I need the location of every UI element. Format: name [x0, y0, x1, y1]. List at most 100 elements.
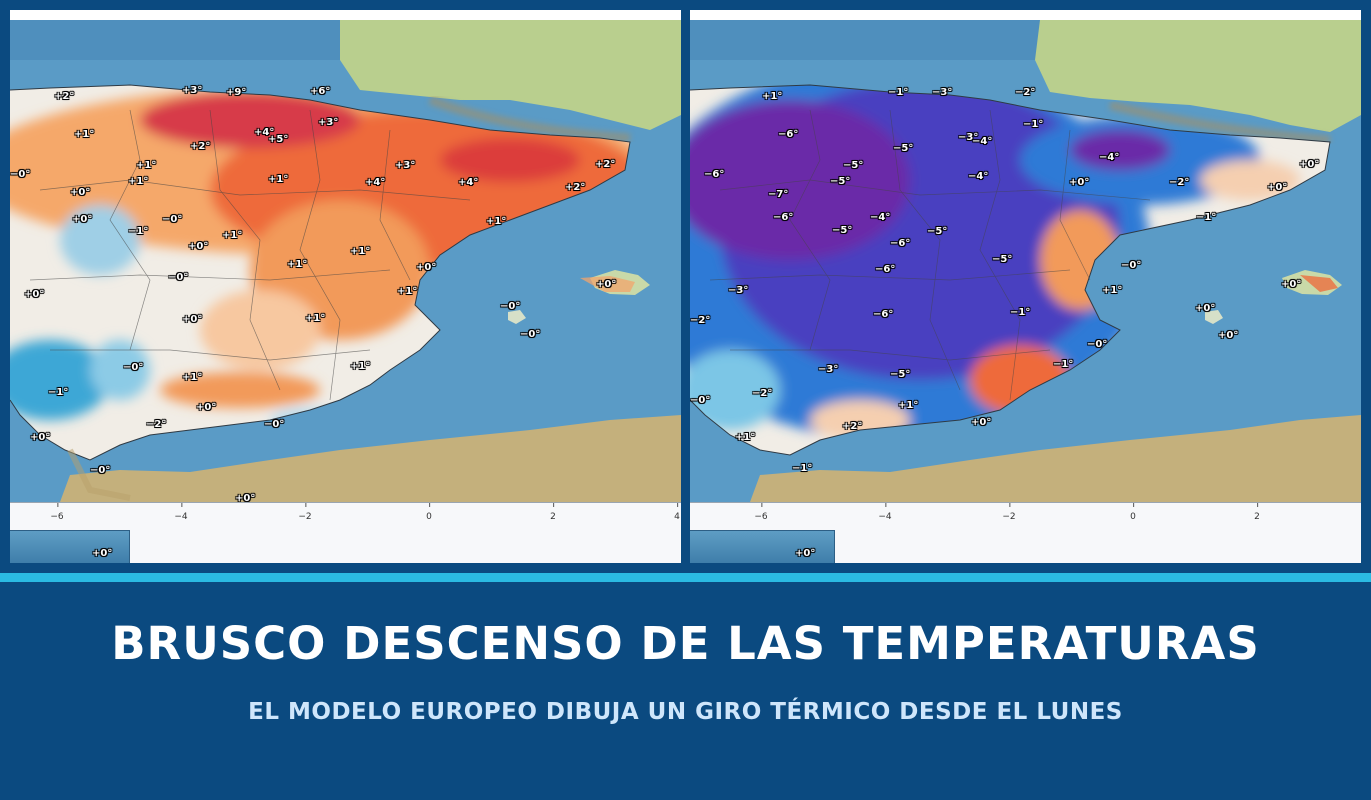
- temperature-label: +9°: [226, 87, 247, 98]
- longitude-axis-right: −6 −4 −2 0 2 +0°: [690, 502, 1361, 563]
- temperature-label: +1°: [268, 174, 289, 185]
- temperature-label: +0°: [416, 262, 437, 273]
- temperature-label: +1°: [74, 129, 95, 140]
- axis-tick: 0: [426, 503, 432, 522]
- axis-tick: −4: [878, 503, 892, 522]
- temperature-label: −3°: [958, 132, 979, 143]
- temperature-label: +2°: [842, 421, 863, 432]
- temperature-label: −2°: [146, 419, 167, 430]
- temperature-label: +5°: [268, 134, 289, 145]
- temperature-label: −3°: [728, 285, 749, 296]
- temperature-label: +1°: [128, 176, 149, 187]
- temperature-label: +1°: [136, 160, 157, 171]
- canary-islands-inset: +0°: [690, 530, 835, 563]
- temperature-label: −0°: [162, 214, 183, 225]
- axis-tick: −2: [298, 503, 312, 522]
- region-borders: [709, 109, 1151, 401]
- temperature-label: +1°: [397, 286, 418, 297]
- temperature-label: +2°: [565, 182, 586, 193]
- temperature-label: +1°: [1102, 285, 1123, 296]
- temperature-label: +3°: [318, 117, 339, 128]
- subheadline: EL MODELO EUROPEO DIBUJA UN GIRO TÉRMICO…: [248, 699, 1123, 725]
- temperature-label: −2°: [752, 388, 773, 399]
- temperature-label: +1°: [350, 246, 371, 257]
- temperature-label: −7°: [768, 189, 789, 200]
- temperature-label: +1°: [182, 372, 203, 383]
- temperature-label: −6°: [778, 129, 799, 140]
- temperature-label: +6°: [310, 86, 331, 97]
- temperature-label: −0°: [264, 419, 285, 430]
- inset-temperature-label: +0°: [92, 548, 113, 559]
- temperature-label: +0°: [182, 314, 203, 325]
- region-borders: [29, 109, 471, 401]
- temperature-anomaly-map-left: [10, 20, 681, 502]
- temperature-label: −5°: [843, 160, 864, 171]
- temperature-label: +0°: [30, 432, 51, 443]
- temperature-label: +1°: [735, 432, 756, 443]
- temperature-label: +0°: [72, 214, 93, 225]
- temperature-label: −6°: [875, 264, 896, 275]
- temperature-label: +0°: [70, 187, 91, 198]
- temperature-label: +1°: [305, 313, 326, 324]
- temperature-label: −6°: [873, 309, 894, 320]
- temperature-label: +0°: [596, 279, 617, 290]
- temperature-label: +0°: [1069, 177, 1090, 188]
- temperature-label: +1°: [287, 259, 308, 270]
- title-banner: BRUSCO DESCENSO DE LAS TEMPERATURAS EL M…: [0, 582, 1371, 800]
- north-africa-land: [60, 415, 681, 502]
- temperature-label: −5°: [890, 369, 911, 380]
- temperature-label: −1°: [1053, 359, 1074, 370]
- temperature-label: +2°: [54, 91, 75, 102]
- temperature-label: −0°: [500, 301, 521, 312]
- temperature-label: −4°: [972, 136, 993, 147]
- temperature-label: −6°: [773, 212, 794, 223]
- france-land: [340, 20, 681, 130]
- temperature-label: −4°: [870, 212, 891, 223]
- map-panel-right: +1° −1° −3° −2° −6° −3° −4° −1° −5° −5° −4° −6° −5° −…: [690, 10, 1361, 563]
- axis-tick: −6: [754, 503, 768, 522]
- headline: BRUSCO DESCENSO DE LAS TEMPERATURAS: [111, 617, 1260, 670]
- temperature-label: +0°: [188, 241, 209, 252]
- axis-tick: 0: [1130, 503, 1136, 522]
- temperature-label: −6°: [890, 238, 911, 249]
- temperature-label: −5°: [893, 143, 914, 154]
- temperature-label: +1°: [486, 216, 507, 227]
- temperature-label: +0°: [1267, 182, 1288, 193]
- ibiza: [1205, 310, 1223, 324]
- temperature-label: −4°: [1099, 152, 1120, 163]
- temperature-label: +0°: [24, 289, 45, 300]
- temperature-label: +4°: [458, 177, 479, 188]
- temperature-label: −2°: [1015, 87, 1036, 98]
- longitude-axis-left: −6 −4 −2 0 2 4 +0°: [10, 502, 681, 563]
- accent-divider: [0, 573, 1371, 582]
- temperature-label: −5°: [992, 254, 1013, 265]
- temperature-label: −1°: [1196, 212, 1217, 223]
- temperature-label: +1°: [762, 91, 783, 102]
- temperature-label: −1°: [1023, 119, 1044, 130]
- temperature-label: +0°: [1299, 159, 1320, 170]
- temperature-label: +1°: [898, 400, 919, 411]
- temperature-anomaly-map-right: [690, 20, 1361, 502]
- temperature-label: −5°: [830, 176, 851, 187]
- temperature-label: +0°: [196, 402, 217, 413]
- inset-temperature-label: +0°: [795, 548, 816, 559]
- coastline: [690, 84, 1331, 456]
- temperature-label: +2°: [595, 159, 616, 170]
- temperature-label: −1°: [48, 387, 69, 398]
- temperature-label: −0°: [520, 329, 541, 340]
- temperature-label: −4°: [968, 171, 989, 182]
- temperature-label: −3°: [818, 364, 839, 375]
- axis-tick: −2: [1002, 503, 1016, 522]
- temperature-label: +4°: [254, 127, 275, 138]
- axis-tick: 4: [674, 503, 680, 522]
- temperature-label: +0°: [1218, 330, 1239, 341]
- france-land: [1035, 20, 1361, 132]
- temperature-label: −2°: [690, 315, 711, 326]
- axis-tick: −6: [50, 503, 64, 522]
- temperature-label: +3°: [182, 85, 203, 96]
- temperature-label: −2°: [1169, 177, 1190, 188]
- temperature-label: +1°: [350, 361, 371, 372]
- temperature-label: −0°: [168, 272, 189, 283]
- temperature-label: −5°: [927, 226, 948, 237]
